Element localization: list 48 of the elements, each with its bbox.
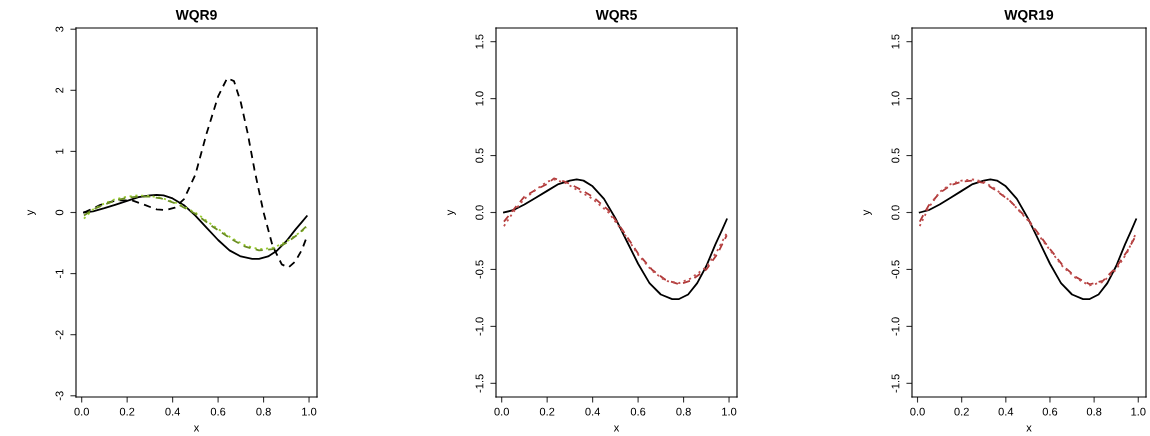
y-tick-label: -1.0 [475,317,484,336]
y-tick-label: -0.5 [475,260,484,279]
y-tick-label: -0.5 [891,260,900,279]
y-tick-label: 0.5 [891,148,900,163]
x-tick-label: 0.6 [210,407,226,416]
chart-title: WQR19 [1004,9,1054,23]
y-axis-title: y [447,209,456,216]
y-tick-label: 1.5 [891,34,900,49]
y-tick-label: 1.0 [891,91,900,106]
y-tick-label: -3 [55,391,64,401]
x-tick-label: 0.6 [630,407,646,416]
x-axis-title: x [613,425,620,432]
x-tick-label: 0.2 [539,407,555,416]
x-tick-label: 0.8 [676,407,691,416]
y-axis-title: y [863,209,872,216]
y-tick-label: 0.0 [891,205,900,220]
x-axis-title: x [1026,425,1032,432]
x-tick-label: 0.2 [119,407,135,416]
x-tick-label: 0.2 [954,407,969,416]
x-axis-title: x [193,425,200,432]
y-tick-label: 2 [55,87,64,93]
x-tick-label: 0.4 [998,407,1014,416]
y-tick-label: 1.5 [475,34,484,49]
y-tick-label: -1.5 [475,374,484,393]
y-axis-title: y [27,209,36,216]
y-tick-label: -1 [55,269,64,279]
x-tick-label: 0.0 [74,407,89,416]
y-tick-label: 0.5 [475,148,484,163]
x-tick-label: 1.0 [1131,407,1146,416]
x-tick-label: 0.6 [1042,407,1058,416]
x-tick-label: 0.4 [165,407,181,416]
x-tick-label: 1.0 [302,407,317,416]
y-tick-label: 0.0 [475,205,484,220]
x-tick-label: 0.4 [585,407,601,416]
y-tick-label: 3 [55,26,64,32]
y-tick-label: -1.5 [891,374,900,393]
x-tick-label: 1.0 [722,407,737,416]
chart-title: WQR5 [595,9,637,23]
x-tick-label: 0.0 [910,407,925,416]
y-tick-label: -2 [55,330,64,340]
y-tick-label: 0 [55,209,64,216]
y-tick-label: -1.0 [891,317,900,336]
y-tick-label: 1 [55,148,64,154]
chart-title: WQR9 [175,9,217,23]
x-tick-label: 0.8 [1086,407,1102,416]
x-tick-label: 0.8 [256,407,271,416]
x-tick-label: 0.0 [494,407,509,416]
y-tick-label: 1.0 [475,91,484,106]
